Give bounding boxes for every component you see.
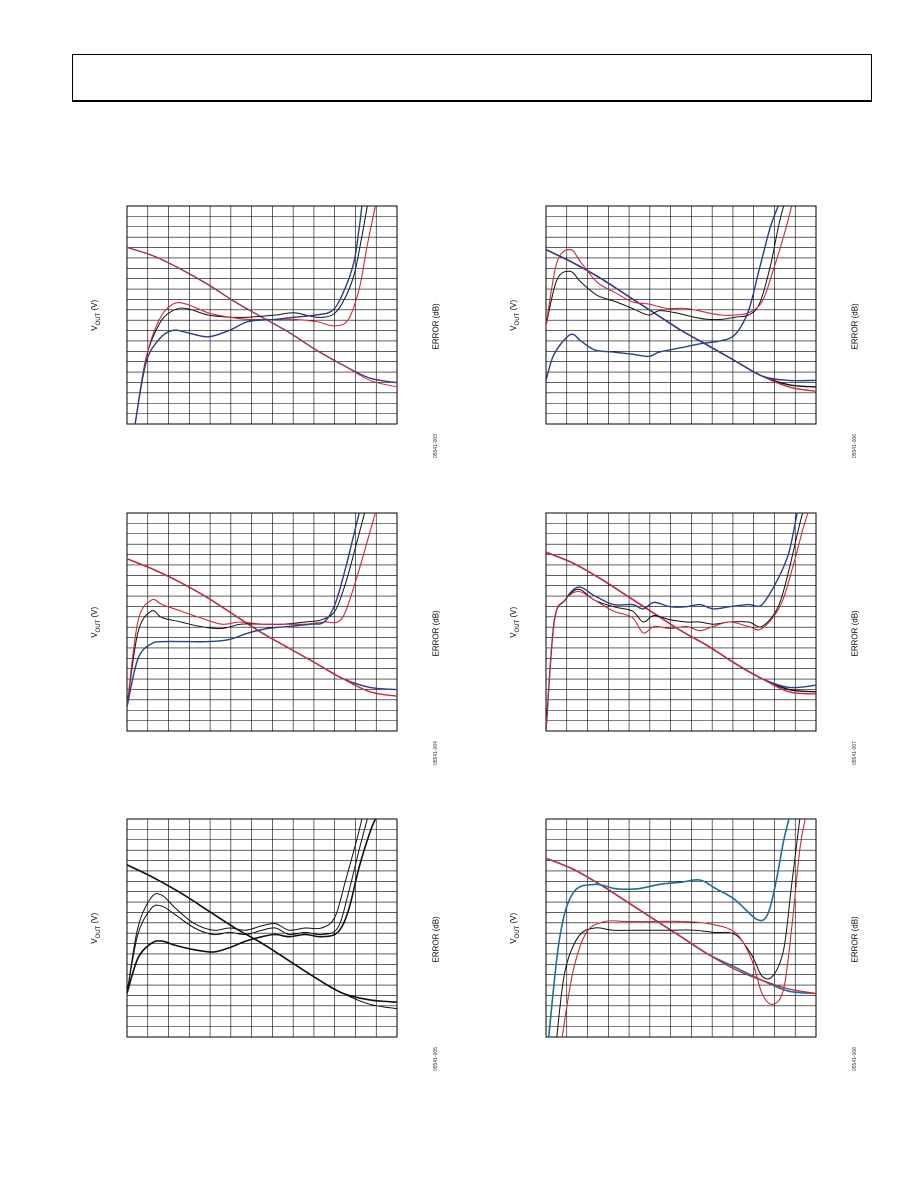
chart-4-grid <box>546 513 816 731</box>
chart-1-series-1-line <box>127 246 397 384</box>
chart-panel-5: VOUT (V) ERROR (dB) 05541-005 <box>86 813 441 1071</box>
chart-3-series-5-line <box>127 513 360 708</box>
chart-3-svg <box>126 512 398 732</box>
chart-2-ylabel-left: VOUT (V) <box>509 299 521 331</box>
chart-panel-3: VOUT (V) ERROR (dB) 05541-004 <box>86 507 441 765</box>
chart-3-figure-code: 05541-004 <box>433 741 439 765</box>
chart-3-series-3-line <box>127 513 366 708</box>
chart-1-series-2-line <box>127 246 397 388</box>
chart-2-figure-code: 05541-006 <box>852 434 858 458</box>
chart-6-grid <box>546 819 816 1037</box>
chart-1-grid <box>127 206 397 424</box>
chart-1-figure-code: 05541-003 <box>433 434 439 458</box>
chart-4-series-5-line <box>546 513 803 731</box>
page-header-box <box>72 54 872 102</box>
chart-1-plot-frame <box>126 205 398 425</box>
chart-5-figure-code: 05541-005 <box>433 1047 439 1071</box>
chart-4-series-group <box>546 513 816 731</box>
chart-2-series-6-line <box>546 206 779 382</box>
chart-3-ylabel-left: VOUT (V) <box>90 606 102 638</box>
chart-6-plot-frame <box>545 818 817 1038</box>
chart-6-series-2-line <box>546 857 816 995</box>
chart-4-svg <box>545 512 817 732</box>
chart-6-svg <box>545 818 817 1038</box>
chart-5-plot-frame <box>126 818 398 1038</box>
chart-4-ylabel-right: ERROR (dB) <box>850 610 860 657</box>
chart-4-plot-frame <box>545 512 817 732</box>
chart-4-ylabel-left: VOUT (V) <box>509 606 521 638</box>
chart-3-series-2-line <box>127 558 397 697</box>
chart-1-ylabel-right: ERROR (dB) <box>431 303 441 350</box>
chart-3-series-group <box>127 513 397 708</box>
chart-5-series-group <box>127 819 397 1010</box>
chart-5-ylabel-right: ERROR (dB) <box>431 916 441 963</box>
chart-5-series-2-line <box>127 864 397 1010</box>
chart-5-series-5-line <box>127 819 377 995</box>
chart-5-grid <box>127 819 397 1037</box>
chart-1-series-3-line <box>134 206 368 424</box>
chart-panel-6: VOUT (V) ERROR (dB) 05541-008 <box>505 813 860 1071</box>
chart-1-series-4-line <box>134 206 376 424</box>
chart-3-plot-frame <box>126 512 398 732</box>
chart-4-series-2-line <box>546 551 816 689</box>
chart-6-ylabel-left: VOUT (V) <box>509 912 521 944</box>
chart-4-series-1-line <box>546 551 816 693</box>
chart-6-figure-code: 05541-008 <box>852 1047 858 1071</box>
chart-5-series-3-line <box>127 819 363 994</box>
chart-3-ylabel-right: ERROR (dB) <box>431 610 441 657</box>
chart-2-ylabel-right: ERROR (dB) <box>850 303 860 350</box>
chart-4-series-4-line <box>546 513 798 731</box>
chart-1-ylabel-left: VOUT (V) <box>90 299 102 331</box>
chart-6-series-group <box>546 819 816 1037</box>
chart-5-svg <box>126 818 398 1038</box>
chart-panel-2: VOUT (V) ERROR (dB) 05541-006 <box>505 200 860 458</box>
chart-4-series-3-line <box>546 551 816 695</box>
chart-panel-1: VOUT (V) ERROR (dB) 05541-003 <box>86 200 441 458</box>
chart-2-svg <box>545 205 817 425</box>
chart-5-ylabel-left: VOUT (V) <box>90 912 102 944</box>
chart-1-svg <box>126 205 398 425</box>
chart-2-series-group <box>546 206 816 392</box>
chart-panel-4: VOUT (V) ERROR (dB) 05541-007 <box>505 507 860 765</box>
chart-6-series-3-line <box>556 819 801 1037</box>
chart-6-ylabel-right: ERROR (dB) <box>850 916 860 963</box>
chart-5-series-4-line <box>127 819 368 994</box>
chart-2-plot-frame <box>545 205 817 425</box>
chart-6-series-5-line <box>547 819 790 1037</box>
chart-1-series-5-line <box>134 206 363 424</box>
chart-1-series-group <box>127 206 397 424</box>
chart-4-figure-code: 05541-007 <box>852 741 858 765</box>
chart-6-series-4-line <box>561 819 806 1037</box>
chart-2-series-5-line <box>546 206 793 327</box>
chart-3-series-4-line <box>127 513 376 708</box>
chart-3-grid <box>127 513 397 731</box>
chart-4-series-6-line <box>546 513 809 731</box>
chart-2-series-3-line <box>546 248 816 382</box>
chart-2-series-4-line <box>546 206 785 327</box>
